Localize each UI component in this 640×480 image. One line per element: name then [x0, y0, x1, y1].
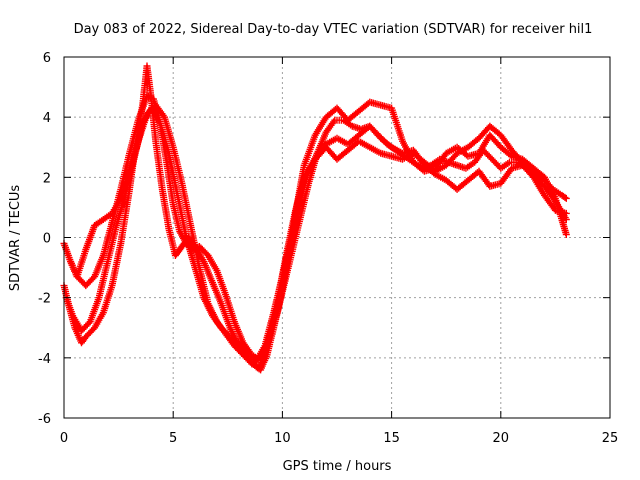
- chart-title: Day 083 of 2022, Sidereal Day-to-day VTE…: [74, 22, 593, 37]
- y-axis-title: SDTVAR / TECUs: [8, 185, 23, 292]
- y-tick-label: 4: [43, 111, 51, 126]
- y-tick-label: -4: [38, 352, 51, 367]
- x-tick-label: 15: [383, 431, 400, 446]
- series-track-4: [67, 101, 570, 371]
- y-tick-label: 6: [43, 51, 51, 66]
- x-tick-label: 20: [493, 431, 510, 446]
- axis-ticks: [63, 56, 611, 419]
- data-point-markers: [60, 62, 570, 374]
- x-tick-label: 10: [274, 431, 291, 446]
- y-tick-label: 0: [43, 232, 51, 247]
- y-tick-label: 2: [43, 171, 51, 186]
- series-track-1: [60, 62, 570, 374]
- y-tick-label: -6: [38, 412, 51, 427]
- x-axis-title: GPS time / hours: [283, 459, 392, 474]
- tick-labels: 0 5 10 15 20 25 -6 -4 -2 0 2 4 6: [38, 51, 618, 446]
- x-tick-label: 5: [169, 431, 177, 446]
- y-tick-label: -2: [38, 292, 51, 307]
- x-tick-label: 25: [602, 431, 619, 446]
- grid-lines: [64, 57, 610, 418]
- data-points: [60, 62, 570, 374]
- data-point-markers: [67, 101, 570, 371]
- x-tick-label: 0: [60, 431, 68, 446]
